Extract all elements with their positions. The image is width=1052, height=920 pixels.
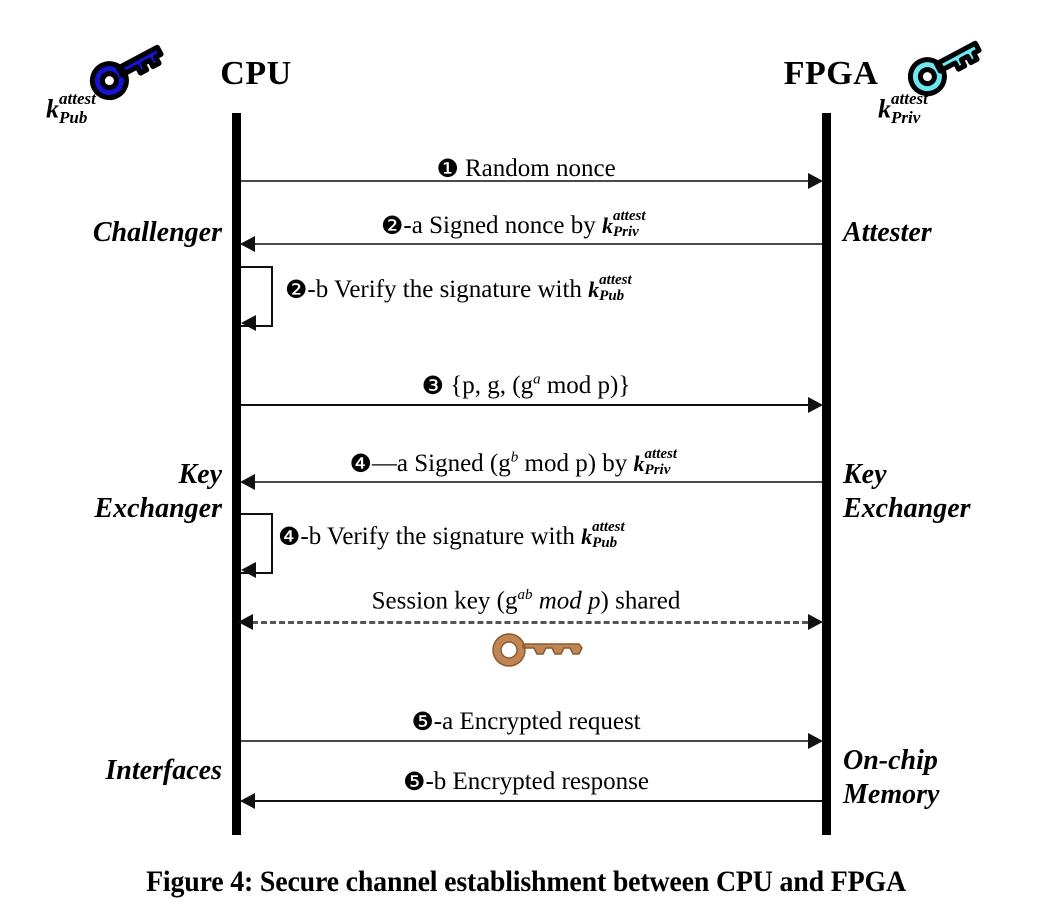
- role-right-attester: Attester: [843, 217, 932, 248]
- message-5a-text: -a Encrypted request: [433, 708, 641, 735]
- message-4a-exponent: b: [510, 450, 519, 466]
- role-left-key: Key: [178, 459, 222, 490]
- key-superscript: attest: [891, 89, 928, 108]
- step-number-2: ❷: [381, 211, 404, 240]
- message-2a-text: -a Signed nonce by: [403, 212, 596, 239]
- key-icon-pub: [82, 42, 174, 109]
- message-3-exponent: a: [533, 372, 541, 388]
- key-base: k: [46, 94, 59, 124]
- key-base: k: [878, 94, 891, 124]
- party-title-fpga: FPGA: [783, 55, 879, 92]
- message-4b-arrowhead: [241, 562, 256, 578]
- role-left-exchanger: Exchanger: [94, 493, 222, 524]
- message-4a-label: ❹—a Signed (gb mod p) by k attest Priv: [0, 446, 1052, 481]
- step-number-4: ❹: [278, 522, 301, 551]
- role-right-exchanger: Exchanger: [843, 493, 971, 524]
- message-3-arrow: [241, 404, 811, 406]
- message-2b-selfloop: [241, 266, 273, 327]
- step-number-5: ❺: [403, 767, 426, 796]
- key-icon-session: [487, 630, 587, 675]
- key-label-pub: k attest Pub: [46, 89, 123, 132]
- message-5a-arrow: [241, 740, 811, 742]
- message-2b-key: k attest Pub: [588, 271, 632, 304]
- role-left-challenger: Challenger: [92, 217, 222, 248]
- role-right-onchip: On-chip: [843, 745, 938, 776]
- message-1-text: Random nonce: [465, 155, 616, 182]
- message-2b-arrowhead: [241, 315, 256, 331]
- message-4b-selfloop: [241, 513, 273, 574]
- role-right-key: Key: [843, 459, 887, 490]
- session-key-label: Session key (gab mod p mod p) shared) sh…: [371, 587, 681, 615]
- key-subscript: Pub: [59, 108, 88, 127]
- message-2b-text: -b Verify the signature with: [307, 276, 582, 303]
- step-number-2: ❷: [285, 275, 308, 304]
- message-4b-key: k attest Pub: [581, 518, 625, 551]
- message-2a-arrowhead: [240, 236, 255, 252]
- figure-caption: Figure 4: Secure channel establishment b…: [146, 865, 906, 898]
- message-5a-arrowhead: [808, 733, 823, 749]
- key-icon-priv: [900, 38, 992, 105]
- session-key-mod: mod p: [532, 587, 601, 615]
- step-number-3: ❸: [421, 371, 445, 401]
- message-4a-arrowhead: [240, 474, 255, 490]
- message-2a-arrow: [255, 243, 822, 245]
- message-3-arrowhead: [808, 397, 823, 413]
- message-1-label: ❶ Random nonce: [0, 155, 1052, 183]
- message-5a-label: ❺-a Encrypted request: [0, 708, 1052, 736]
- message-3-label: ❸ {p, g, (ga mod p)}: [0, 372, 1052, 400]
- message-5b-arrow: [255, 800, 822, 802]
- message-4a-text: —a Signed (gb mod p) by: [371, 450, 628, 478]
- step-number-5: ❺: [411, 707, 434, 736]
- message-2a-key: k attest Priv: [601, 207, 646, 240]
- session-key-dashed-line: [252, 621, 808, 624]
- step-number-1: ❶: [436, 154, 459, 183]
- message-3-text: {p, g, (ga mod p)}: [450, 372, 631, 400]
- message-1-arrow: [241, 180, 811, 182]
- message-4b-text: -b Verify the signature with: [300, 523, 575, 550]
- key-superscript: attest: [59, 89, 96, 108]
- message-5b-arrowhead: [240, 793, 255, 809]
- message-4a-key: k attest Priv: [633, 446, 678, 479]
- role-right-memory: Memory: [843, 779, 940, 810]
- message-1-arrowhead: [808, 173, 823, 189]
- lifeline-fpga: [822, 113, 831, 835]
- key-label-priv: k attest Priv: [878, 89, 955, 132]
- lifeline-cpu: [232, 113, 241, 835]
- step-number-4: ❹: [349, 449, 372, 479]
- message-4b-label: ❹-b Verify the signature with k attest Pub: [278, 518, 650, 554]
- message-5b-label: ❺-b Encrypted response: [0, 768, 1052, 796]
- session-key-suffix: ) shared: [600, 587, 681, 615]
- session-key-arrowhead-right: [808, 614, 823, 630]
- message-4a-arrow: [255, 481, 822, 483]
- session-key-arrowhead-left: [238, 614, 253, 630]
- key-subscript: Priv: [891, 108, 921, 127]
- session-key-exponent: ab: [517, 587, 533, 603]
- message-2b-label: ❷-b Verify the signature with k attest Pub: [285, 271, 657, 307]
- message-5b-text: -b Encrypted response: [425, 768, 649, 795]
- role-left-interfaces: Interfaces: [105, 755, 222, 786]
- message-2a-label: ❷-a Signed nonce by k attest Priv: [0, 207, 1052, 243]
- party-title-cpu: CPU: [220, 55, 292, 92]
